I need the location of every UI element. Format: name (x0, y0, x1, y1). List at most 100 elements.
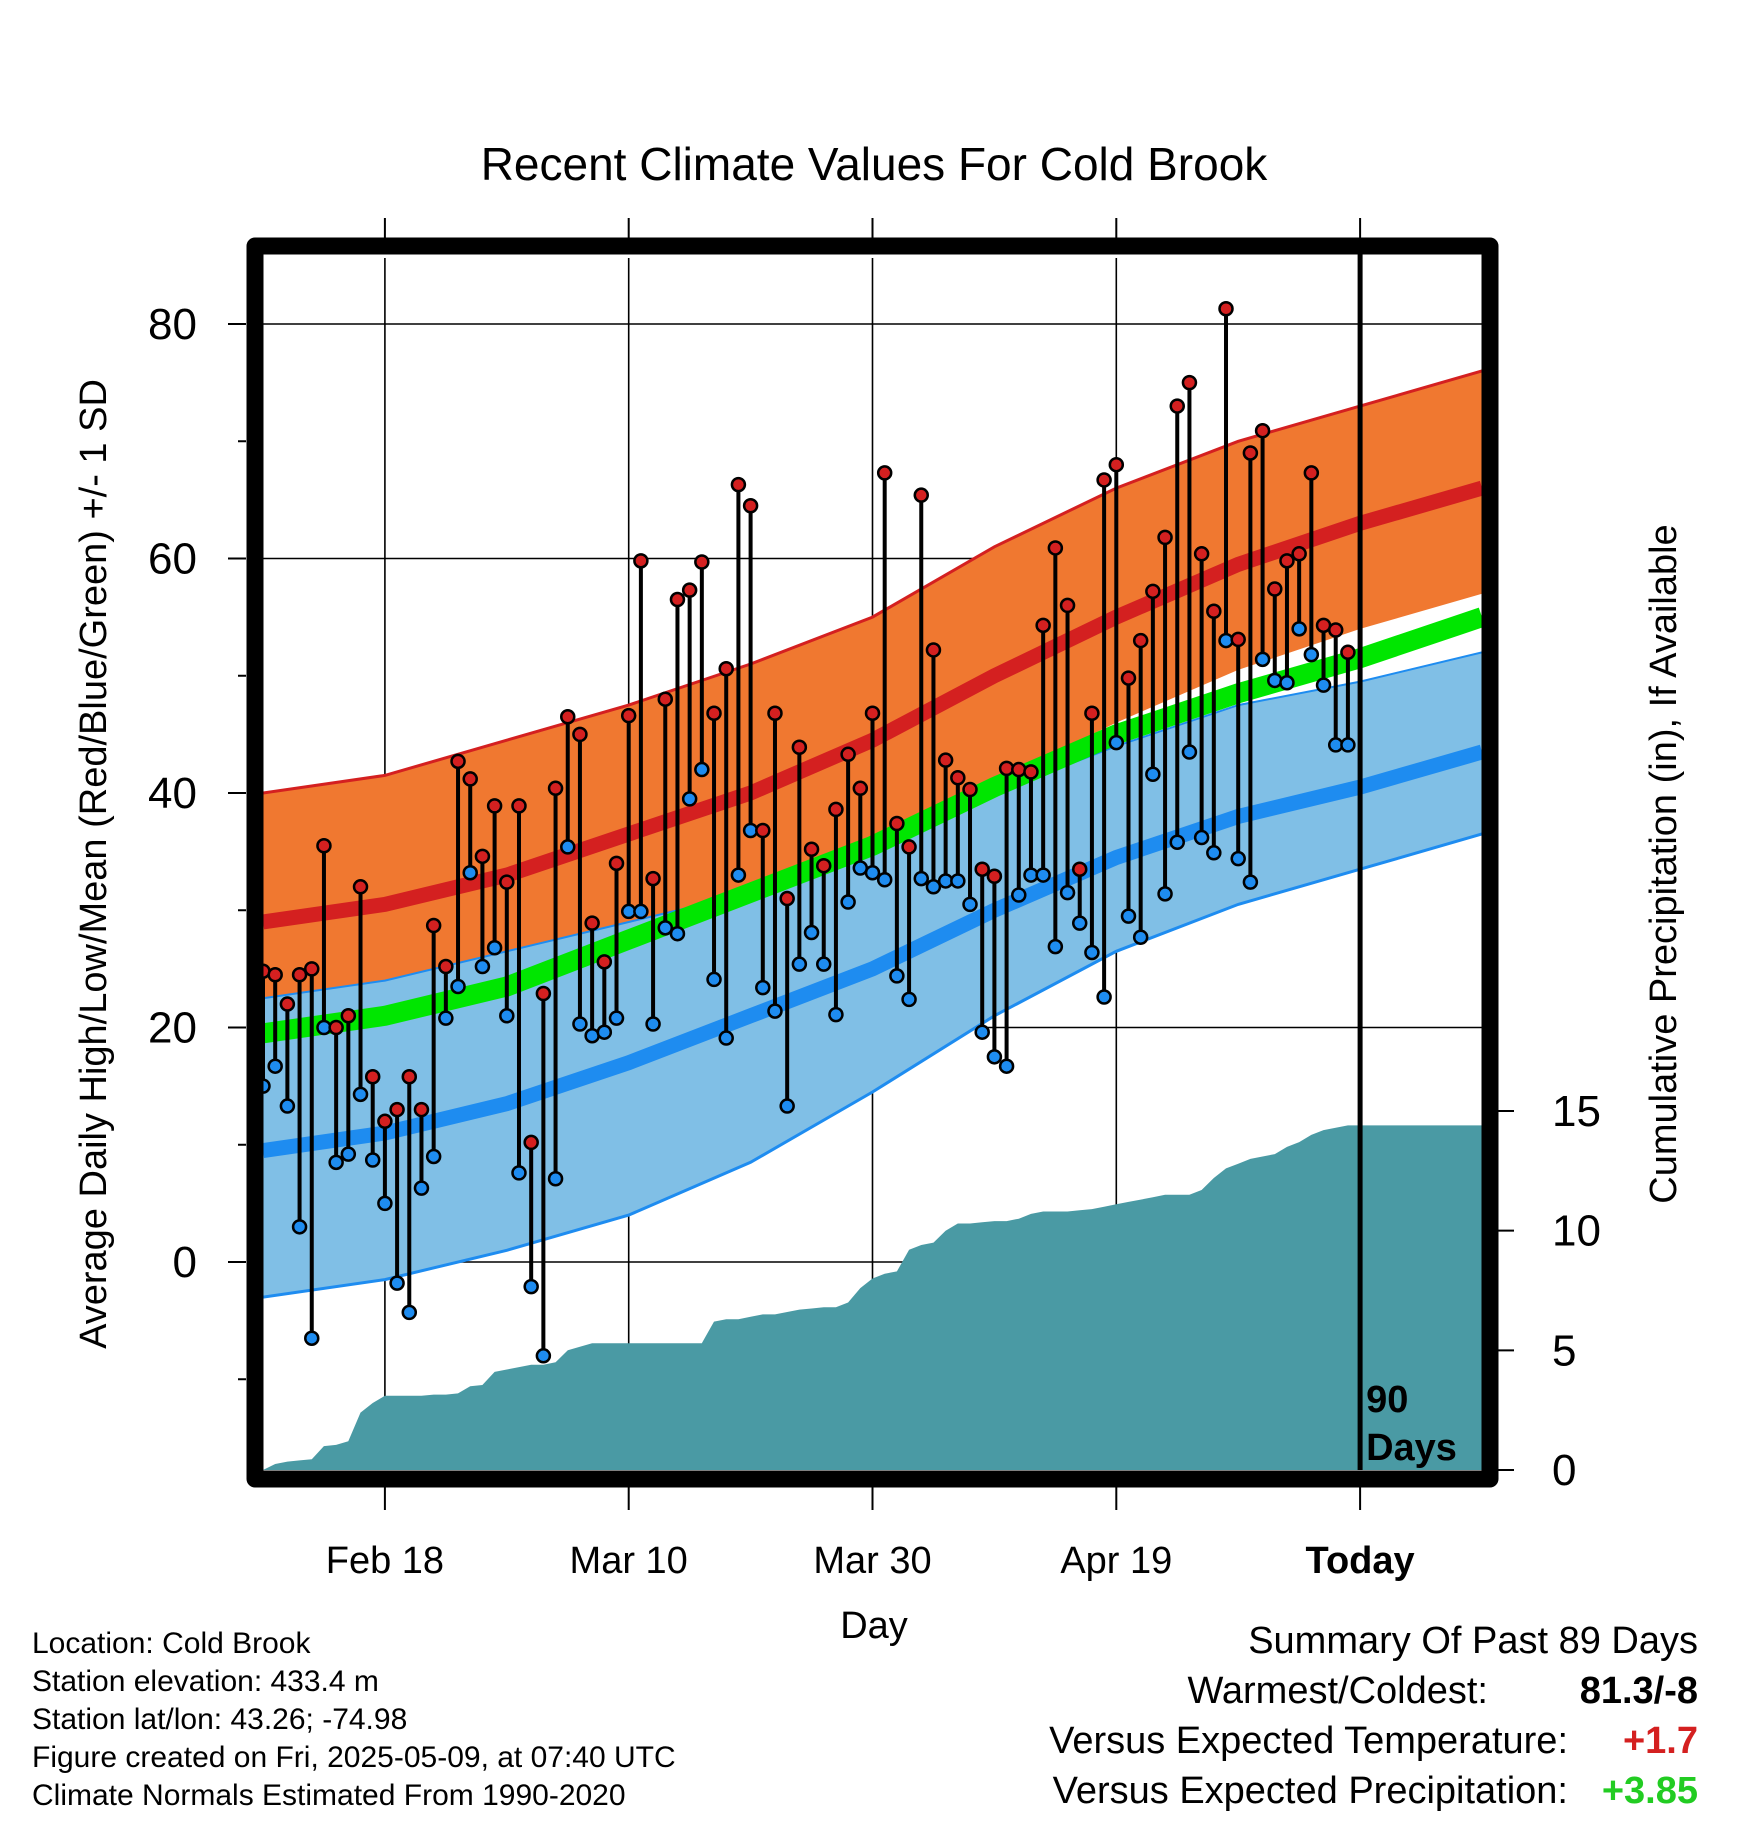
low-point-day-7 (340, 1146, 357, 1162)
high-point-day-33 (657, 691, 674, 707)
today-days-word: Days (1366, 1427, 1457, 1469)
high-point-day-2 (279, 996, 296, 1012)
high-point-day-60 (986, 868, 1003, 884)
low-point-day-86 (1303, 646, 1320, 663)
low-point-day-8 (352, 1086, 369, 1103)
high-point-day-34 (669, 591, 686, 608)
low-point-day-62 (1011, 887, 1027, 903)
high-point-day-6 (328, 1019, 344, 1036)
low-point-day-2 (279, 1098, 296, 1114)
latlon-text: Station lat/lon: 43.26; -74.98 (32, 1703, 408, 1736)
high-point-day-9 (364, 1068, 381, 1085)
high-point-day-73 (1145, 583, 1161, 600)
high-point-day-23 (535, 985, 552, 1002)
high-point-day-13 (413, 1101, 430, 1118)
high-point-day-67 (1071, 861, 1088, 877)
high-point-day-58 (962, 781, 978, 798)
low-point-day-23 (535, 1348, 552, 1364)
high-point-day-32 (645, 870, 661, 887)
low-point-day-82 (1254, 651, 1271, 668)
axes: Feb 18 Mar 10 Mar 30 Apr 19 Today 0 20 40 60 80 0 5… (73, 218, 1685, 1647)
high-point-day-22 (523, 1134, 539, 1151)
high-point-day-25 (560, 709, 576, 725)
low-point-day-18 (474, 958, 491, 975)
x-tick-label-10: Feb 18 (326, 1540, 444, 1582)
high-point-day-75 (1169, 398, 1185, 414)
low-point-day-11 (389, 1275, 405, 1291)
low-point-day-64 (1035, 867, 1051, 883)
y2-axis-label: Cumulative Precipitation (in), If Availa… (1643, 524, 1685, 1203)
low-point-day-81 (1242, 874, 1259, 890)
low-point-day-77 (1193, 829, 1210, 846)
high-point-day-44 (791, 739, 808, 756)
low-point-day-29 (608, 1010, 625, 1026)
high-point-day-43 (779, 890, 795, 907)
high-point-day-21 (511, 798, 527, 814)
low-normal-line (263, 744, 1482, 1159)
low-lower-edge (263, 832, 1482, 1299)
high-point-day-1 (267, 966, 283, 983)
high-point-day-49 (852, 780, 869, 797)
high-point-day-47 (828, 801, 844, 818)
chart-title: Recent Climate Values For Cold Brook (481, 138, 1269, 190)
high-point-day-15 (438, 958, 454, 975)
high-point-day-68 (1084, 705, 1100, 722)
low-point-day-38 (718, 1030, 734, 1046)
low-point-day-4 (304, 1330, 320, 1346)
y2-tick-label-5: 5 (1552, 1326, 1576, 1375)
high-point-day-63 (1023, 764, 1039, 780)
y2-tick-label-15: 15 (1552, 1087, 1601, 1136)
high-point-day-27 (584, 915, 600, 931)
low-point-day-87 (1315, 677, 1332, 693)
low-point-day-46 (815, 956, 832, 972)
high-point-day-17 (462, 771, 478, 787)
low-point-day-24 (547, 1171, 564, 1187)
daily-markers (263, 301, 1356, 1364)
low-point-day-12 (401, 1304, 418, 1321)
x-tick-label-90: Today (1306, 1540, 1415, 1582)
low-point-day-14 (425, 1148, 442, 1165)
low-point-day-26 (572, 1016, 588, 1032)
low-point-day-43 (779, 1098, 795, 1114)
high-point-day-82 (1254, 422, 1271, 439)
y-tick-label-0: 0 (173, 1238, 197, 1287)
x-tick-label-50: Mar 30 (813, 1540, 931, 1582)
low-point-day-22 (523, 1278, 539, 1295)
low-point-day-34 (669, 925, 686, 942)
high-point-day-45 (803, 841, 820, 858)
high-point-day-40 (742, 497, 759, 514)
low-point-day-10 (377, 1195, 393, 1212)
high-point-day-7 (340, 1008, 357, 1024)
low-point-day-53 (901, 991, 917, 1008)
high-point-day-81 (1242, 445, 1259, 461)
low-point-day-73 (1145, 766, 1161, 782)
low-point-day-55 (925, 879, 942, 895)
high-point-day-72 (1132, 632, 1149, 649)
low-point-day-57 (950, 873, 966, 889)
low-point-day-35 (681, 791, 698, 807)
high-point-day-50 (864, 705, 881, 722)
high-point-day-37 (706, 705, 722, 722)
created-text: Figure created on Fri, 2025-05-09, at 07… (32, 1741, 676, 1774)
high-point-day-77 (1193, 546, 1210, 562)
y-tick-label-60: 60 (148, 535, 197, 584)
low-point-day-65 (1047, 938, 1064, 955)
low-point-day-50 (864, 864, 881, 881)
low-point-day-85 (1291, 621, 1307, 637)
high-point-day-28 (596, 954, 613, 970)
temp-value: +1.7 (1622, 1720, 1698, 1762)
precip-label: Versus Expected Precipitation: (1052, 1770, 1568, 1812)
low-point-day-36 (694, 761, 710, 778)
high-point-day-42 (767, 705, 783, 722)
low-point-day-45 (803, 924, 820, 941)
high-point-day-69 (1096, 472, 1112, 488)
low-point-day-19 (486, 940, 503, 956)
low-point-day-69 (1096, 989, 1112, 1005)
y2-tick-label-0: 0 (1552, 1446, 1576, 1495)
high-point-day-62 (1011, 761, 1027, 778)
high-point-day-86 (1303, 465, 1320, 481)
high-point-day-14 (425, 917, 442, 934)
y2-tick-label-10: 10 (1552, 1207, 1601, 1256)
low-point-day-42 (767, 1003, 783, 1019)
low-point-day-60 (986, 1049, 1003, 1065)
